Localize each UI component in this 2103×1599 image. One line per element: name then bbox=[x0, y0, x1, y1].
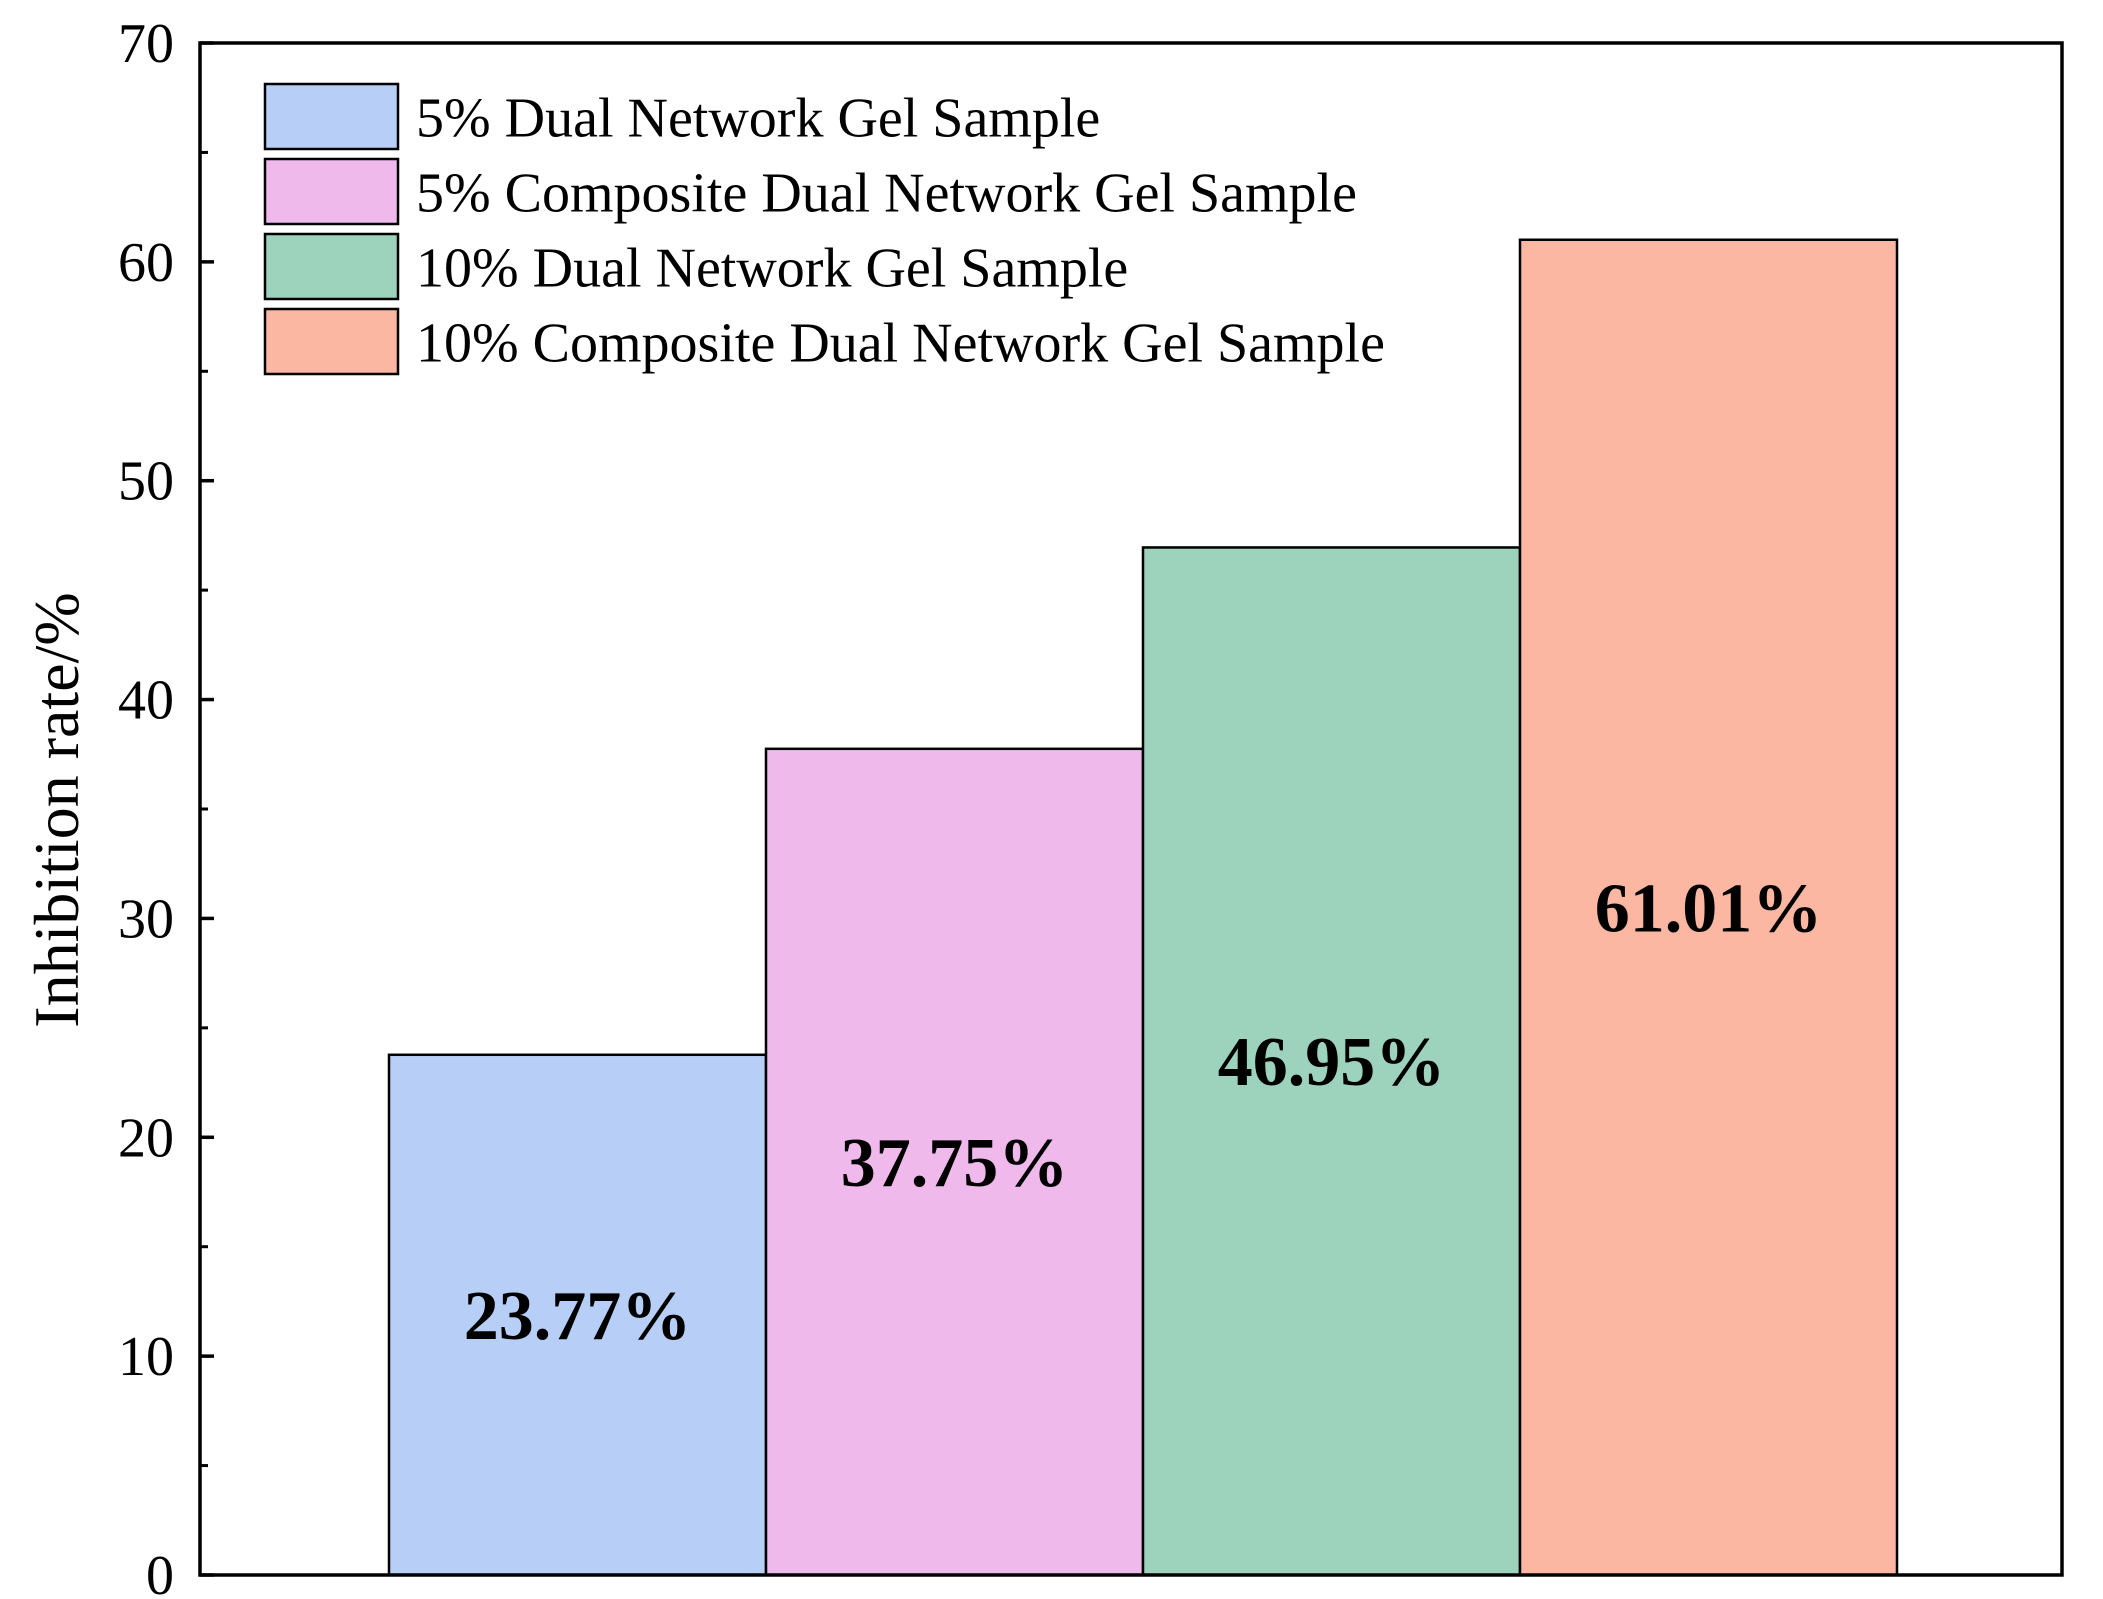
bar-10pct-composite-dual-network-gel-sample bbox=[1518, 238, 1899, 1577]
data-label-5pct-composite-dual-network-gel-sample: 37.75% bbox=[841, 1125, 1069, 1202]
data-label-5pct-dual-network-gel-sample: 23.77% bbox=[464, 1278, 692, 1355]
y-tick-label: 10 bbox=[118, 1326, 174, 1388]
legend-swatch bbox=[263, 82, 400, 151]
y-axis-title: Inhibition rate/% bbox=[21, 592, 92, 1027]
legend-swatch bbox=[263, 307, 400, 376]
y-tick-label: 60 bbox=[118, 232, 174, 294]
y-tick-label: 40 bbox=[118, 670, 174, 732]
legend-item-5pct-composite-dual-network-gel-sample: 5% Composite Dual Network Gel Sample bbox=[263, 157, 1357, 226]
legend-label: 10% Composite Dual Network Gel Sample bbox=[416, 313, 1385, 375]
data-label-10pct-composite-dual-network-gel-sample: 61.01% bbox=[1595, 870, 1823, 947]
y-tick-label: 20 bbox=[118, 1107, 174, 1169]
y-tick-label: 30 bbox=[118, 888, 174, 950]
axes-group: 0 10 20 30 40 50 60 70 bbox=[118, 13, 2064, 1599]
bar-10pct-dual-network-gel-sample bbox=[1141, 546, 1522, 1577]
legend-item-10pct-composite-dual-network-gel-sample: 10% Composite Dual Network Gel Sample bbox=[263, 307, 1385, 376]
data-label-10pct-dual-network-gel-sample: 46.95% bbox=[1218, 1024, 1446, 1101]
bar-5pct-dual-network-gel-sample bbox=[387, 1053, 768, 1577]
bars-group bbox=[387, 238, 1899, 1577]
y-tick-label: 50 bbox=[118, 451, 174, 513]
y-tick-label: 0 bbox=[146, 1545, 174, 1599]
legend-swatch bbox=[263, 232, 400, 301]
legend-label: 5% Composite Dual Network Gel Sample bbox=[416, 163, 1357, 225]
y-tick-label: 70 bbox=[118, 13, 174, 75]
legend-label: 10% Dual Network Gel Sample bbox=[416, 238, 1128, 300]
legend-swatch bbox=[263, 157, 400, 226]
legend-label: 5% Dual Network Gel Sample bbox=[416, 88, 1100, 150]
legend-item-5pct-dual-network-gel-sample: 5% Dual Network Gel Sample bbox=[263, 82, 1100, 151]
bar-5pct-composite-dual-network-gel-sample bbox=[764, 747, 1145, 1577]
legend-item-10pct-dual-network-gel-sample: 10% Dual Network Gel Sample bbox=[263, 232, 1128, 301]
data-labels-group: 23.77% 37.75% 46.95% 61.01% bbox=[464, 870, 1823, 1355]
legend: 5% Dual Network Gel Sample 5% Composite D… bbox=[263, 82, 1385, 376]
